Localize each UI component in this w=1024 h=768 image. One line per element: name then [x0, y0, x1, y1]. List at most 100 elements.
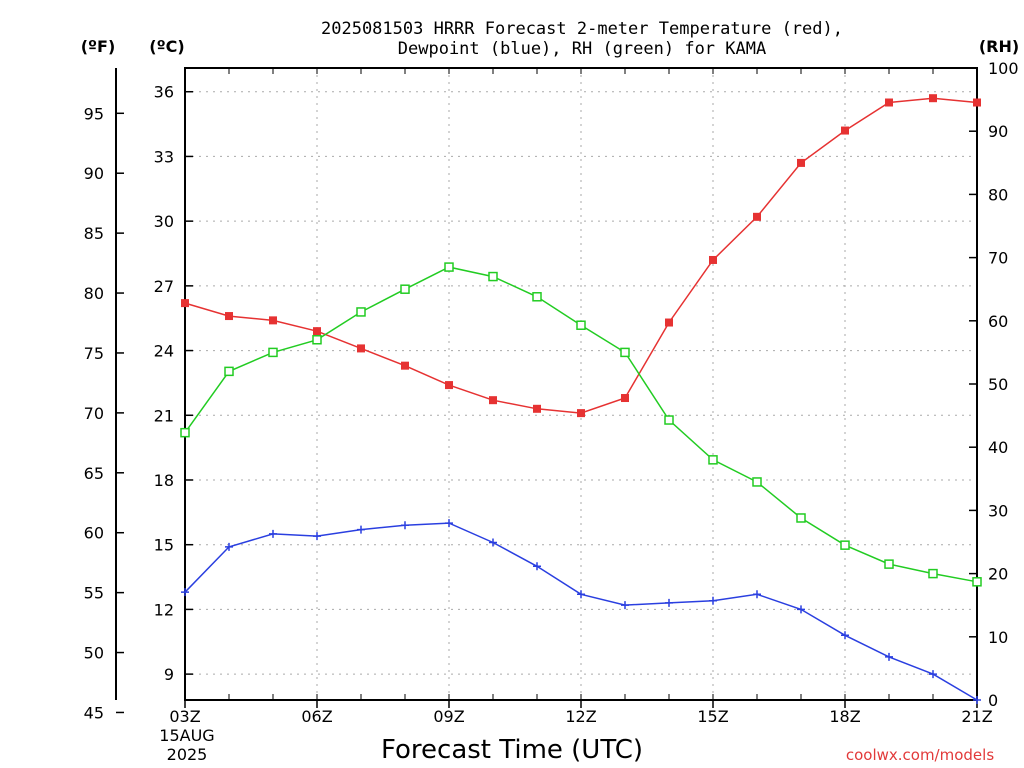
dewpoint-point	[577, 590, 585, 599]
rh-point	[180, 427, 190, 438]
rh-point	[884, 559, 894, 569]
dewpoint-point	[225, 542, 233, 551]
series-rh	[180, 262, 982, 587]
rh-point	[224, 366, 234, 377]
dewpoint-point	[357, 525, 365, 534]
x-tick-label: 03Z	[169, 707, 200, 726]
rh-point	[620, 347, 630, 358]
temperature-point	[709, 255, 717, 264]
x-tick-label: 09Z	[433, 707, 464, 726]
celsius-tick-label: 18	[154, 471, 174, 490]
fahrenheit-tick-label: 70	[84, 404, 104, 423]
dewpoint-point	[269, 529, 277, 538]
dewpoint-point	[929, 670, 937, 679]
temperature-point	[753, 212, 761, 221]
rh-tick-label: 80	[988, 185, 1008, 204]
temperature-point	[929, 94, 937, 103]
series-line-dewpoint	[184, 522, 978, 701]
rh-point	[268, 347, 278, 358]
dewpoint-point	[885, 652, 893, 661]
x-tick-label: 12Z	[565, 707, 596, 726]
series-temperature	[181, 94, 981, 418]
fahrenheit-tick-label: 65	[84, 464, 104, 483]
fahrenheit-tick-label: 55	[84, 584, 104, 603]
x-tick-label: 15Z	[697, 707, 728, 726]
rh-tick-label: 90	[988, 122, 1008, 141]
fahrenheit-tick-label: 85	[84, 224, 104, 243]
dewpoint-point	[533, 562, 541, 571]
series-group	[180, 94, 982, 704]
dewpoint-point	[181, 588, 189, 597]
rh-tick-label: 100	[988, 59, 1019, 78]
grid-lines	[185, 68, 977, 700]
celsius-tick-label: 36	[154, 83, 174, 102]
dewpoint-point	[973, 696, 981, 704]
fahrenheit-tick-label: 60	[84, 524, 104, 543]
rh-tick-label: 30	[988, 501, 1008, 520]
credit-label: coolwx.com/models	[846, 746, 994, 764]
fahrenheit-tick-label: 75	[84, 344, 104, 363]
celsius-tick-label: 27	[154, 277, 174, 296]
temperature-point	[665, 318, 673, 327]
temperature-point	[269, 316, 277, 325]
x-tick-label: 06Z	[301, 707, 332, 726]
rh-unit-label: (RH)	[979, 37, 1019, 56]
rh-point	[400, 284, 410, 294]
temperature-point	[401, 361, 409, 370]
temperature-point	[621, 394, 629, 403]
celsius-tick-label: 33	[154, 147, 174, 166]
chart-title-line1: 2025081503 HRRR Forecast 2-meter Tempera…	[321, 19, 843, 39]
celsius-tick-label: 24	[154, 342, 174, 361]
rh-tick-label: 0	[988, 691, 998, 710]
axes: 03Z 06Z 09Z 12Z 15Z 18Z 21Z 9 12 15 18 21 24 27 30 33 36…	[84, 59, 1019, 726]
dewpoint-point	[445, 519, 453, 528]
dewpoint-point	[665, 598, 673, 607]
rh-point	[356, 307, 366, 317]
rh-point	[312, 335, 322, 345]
dewpoint-point	[401, 521, 409, 530]
rh-point	[576, 320, 586, 330]
fahrenheit-unit-label: (ºF)	[81, 37, 116, 56]
temperature-point	[489, 396, 497, 405]
rh-point	[928, 568, 938, 579]
temperature-point	[357, 344, 365, 353]
rh-tick-label: 50	[988, 375, 1008, 394]
dewpoint-point	[313, 532, 321, 541]
rh-point	[488, 271, 498, 282]
temperature-point	[841, 126, 849, 135]
temperature-point	[577, 409, 585, 418]
fahrenheit-tick-label: 45	[84, 703, 104, 722]
temperature-point	[973, 98, 981, 107]
date-label-day: 15AUG	[159, 726, 214, 745]
dewpoint-point	[489, 538, 497, 547]
rh-tick-label: 70	[988, 249, 1008, 268]
dewpoint-point	[797, 605, 805, 614]
temperature-point	[225, 312, 233, 321]
temperature-point	[885, 98, 893, 107]
temperature-point	[313, 327, 321, 336]
celsius-tick-label: 12	[154, 600, 174, 619]
date-label-year: 2025	[167, 745, 208, 764]
fahrenheit-tick-label: 80	[84, 284, 104, 303]
x-axis-label: Forecast Time (UTC)	[381, 735, 643, 765]
fahrenheit-tick-label: 90	[84, 164, 104, 183]
rh-point	[752, 477, 762, 487]
dewpoint-point	[841, 631, 849, 640]
x-tick-label: 18Z	[829, 707, 860, 726]
rh-point	[796, 513, 806, 523]
rh-tick-label: 20	[988, 565, 1008, 584]
rh-point	[708, 455, 718, 465]
rh-tick-label: 40	[988, 438, 1008, 457]
celsius-tick-label: 9	[164, 665, 174, 684]
dewpoint-point	[753, 590, 761, 599]
celsius-tick-label: 30	[154, 212, 174, 231]
x-tick-label: 21Z	[961, 707, 992, 726]
temperature-point	[445, 381, 453, 390]
chart-title-line2: Dewpoint (blue), RH (green) for KAMA	[398, 39, 766, 59]
temperature-point	[181, 299, 189, 308]
rh-point	[444, 262, 454, 272]
rh-point	[664, 415, 674, 425]
celsius-unit-label: (ºC)	[149, 37, 184, 56]
rh-point	[532, 292, 542, 302]
